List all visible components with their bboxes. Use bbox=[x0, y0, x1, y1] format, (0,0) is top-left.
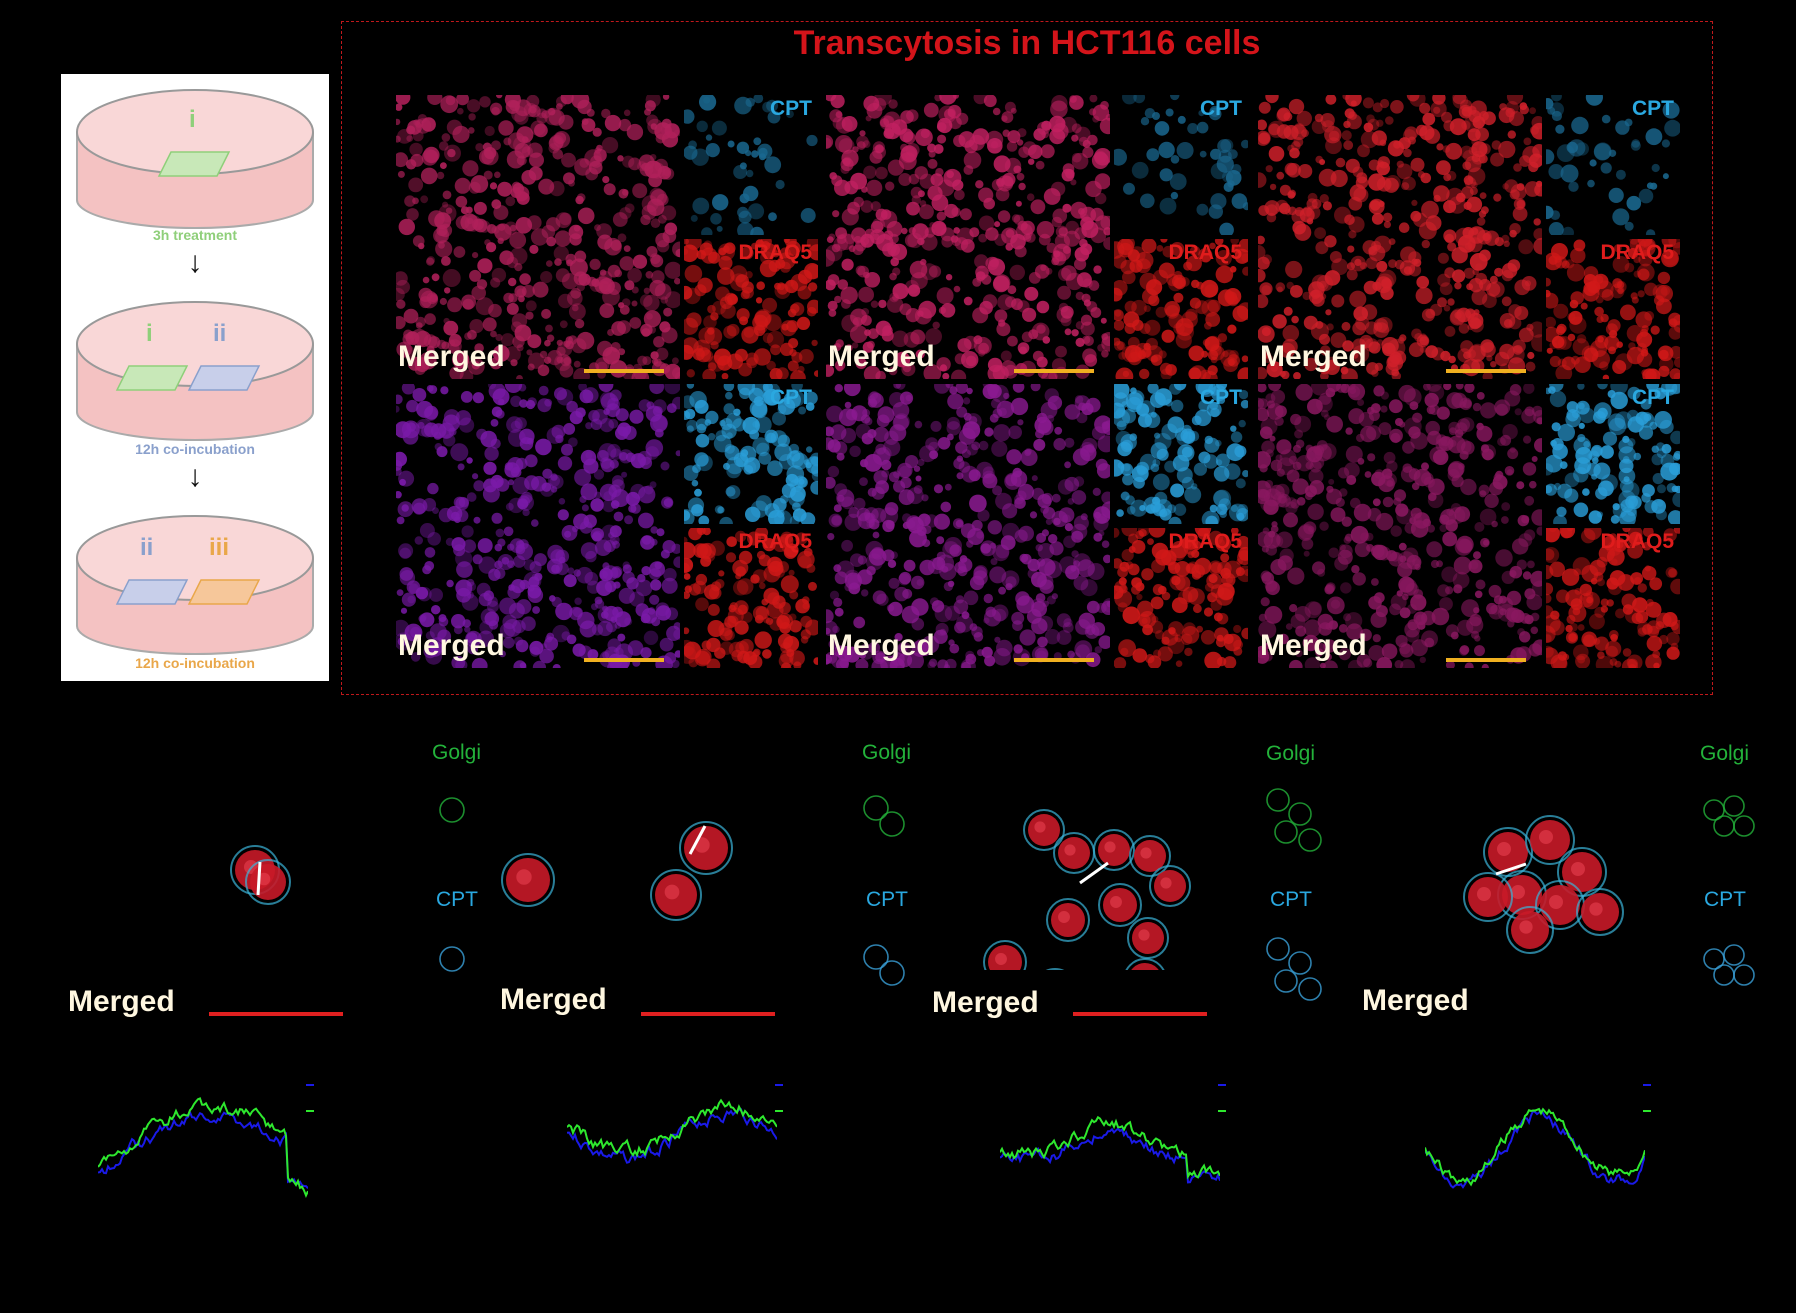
merged-label: Merged bbox=[398, 340, 505, 373]
legend-swatch-golgi bbox=[1218, 1110, 1226, 1112]
merged-micrograph bbox=[396, 95, 680, 379]
draq5-channel-image: DRAQ5 bbox=[1114, 239, 1248, 379]
draq5-label: DRAQ5 bbox=[738, 241, 812, 264]
scale-bar bbox=[1446, 658, 1526, 662]
legend-swatch-golgi bbox=[1643, 1110, 1651, 1112]
merged-label: Merged bbox=[828, 340, 935, 373]
dish3-mark-ii: ii bbox=[140, 534, 154, 561]
legend-swatch-golgi bbox=[306, 1110, 314, 1112]
cpt-label: CPT bbox=[1632, 386, 1674, 409]
step3-caption: 12h co-incubation bbox=[135, 655, 255, 671]
cpt-channel-image: CPT bbox=[1546, 384, 1680, 524]
workflow-schematic: i 3h treatment ↓ i ii 12h co-incubation … bbox=[61, 74, 329, 681]
scale-bar bbox=[641, 1012, 775, 1016]
cpt-channel-image: CPT bbox=[1114, 95, 1248, 235]
merged-label: Merged bbox=[500, 983, 607, 1016]
merged-micrograph bbox=[396, 384, 680, 668]
draq5-label: DRAQ5 bbox=[1168, 241, 1242, 264]
intensity-profile-plot bbox=[567, 1080, 777, 1240]
cpt-label: CPT bbox=[1270, 888, 1312, 911]
draq5-label: DRAQ5 bbox=[1600, 241, 1674, 264]
confocal-merged-image bbox=[1360, 740, 1650, 970]
draq5-channel-image: DRAQ5 bbox=[684, 528, 818, 668]
intensity-profile-plot bbox=[1425, 1080, 1645, 1240]
merged-micrograph bbox=[826, 95, 1110, 379]
draq5-channel-image: DRAQ5 bbox=[1114, 528, 1248, 668]
golgi-channel-image bbox=[846, 770, 966, 870]
scale-bar bbox=[584, 658, 664, 662]
merged-label: Merged bbox=[932, 986, 1039, 1019]
golgi-channel-image bbox=[416, 770, 536, 870]
cpt-label: CPT bbox=[770, 97, 812, 120]
transcytosis-frame bbox=[341, 21, 1713, 695]
culture-dish-1 bbox=[76, 89, 314, 229]
merged-label: Merged bbox=[398, 629, 505, 662]
intensity-profile-plot bbox=[98, 1080, 308, 1240]
cpt-channel-image bbox=[1684, 915, 1796, 1015]
cpt-channel-image bbox=[1250, 915, 1370, 1015]
legend-swatch-cpt bbox=[1218, 1084, 1226, 1086]
draq5-channel-image: DRAQ5 bbox=[1546, 528, 1680, 668]
dish3-mark-iii: iii bbox=[209, 534, 230, 561]
golgi-label: Golgi bbox=[1266, 742, 1316, 765]
culture-dish-2 bbox=[76, 301, 314, 441]
dish2-mark-ii: ii bbox=[213, 320, 227, 347]
dish1-mark-i: i bbox=[189, 106, 196, 133]
culture-dish-3 bbox=[76, 515, 314, 655]
merged-micrograph bbox=[826, 384, 1110, 668]
golgi-channel-image bbox=[1684, 770, 1796, 870]
legend-swatch-cpt bbox=[775, 1084, 783, 1086]
scale-bar bbox=[209, 1012, 343, 1016]
merged-micrograph bbox=[1258, 95, 1542, 379]
draq5-label: DRAQ5 bbox=[1600, 530, 1674, 553]
cpt-channel-image: CPT bbox=[684, 95, 818, 235]
cpt-channel-image: CPT bbox=[684, 384, 818, 524]
merged-label: Merged bbox=[1260, 340, 1367, 373]
cpt-channel-image: CPT bbox=[1546, 95, 1680, 235]
confocal-merged-image bbox=[66, 740, 356, 970]
draq5-label: DRAQ5 bbox=[1168, 530, 1242, 553]
cpt-label: CPT bbox=[1704, 888, 1746, 911]
golgi-label: Golgi bbox=[432, 741, 482, 764]
cpt-channel-image: CPT bbox=[1114, 384, 1248, 524]
legend-swatch-cpt bbox=[306, 1084, 314, 1086]
golgi-label: Golgi bbox=[1700, 742, 1750, 765]
legend-swatch-cpt bbox=[1643, 1084, 1651, 1086]
golgi-label: Golgi bbox=[862, 741, 912, 764]
intensity-profile-plot bbox=[1000, 1080, 1220, 1240]
step1-caption: 3h treatment bbox=[152, 227, 238, 243]
scale-bar bbox=[1073, 1012, 1207, 1016]
merged-label: Merged bbox=[1362, 984, 1469, 1017]
cpt-label: CPT bbox=[436, 888, 478, 911]
cpt-label: CPT bbox=[1200, 386, 1242, 409]
draq5-label: DRAQ5 bbox=[738, 530, 812, 553]
down-arrow-icon: ↓ bbox=[187, 246, 203, 279]
dish2-mark-i: i bbox=[146, 320, 153, 347]
figure-title: Transcytosis in HCT116 cells bbox=[793, 24, 1261, 62]
cpt-label: CPT bbox=[1632, 97, 1674, 120]
cpt-label: CPT bbox=[1200, 97, 1242, 120]
merged-label: Merged bbox=[1260, 629, 1367, 662]
confocal-merged-image bbox=[930, 740, 1220, 970]
down-arrow-icon: ↓ bbox=[187, 460, 203, 493]
merged-micrograph bbox=[1258, 384, 1542, 668]
merged-label: Merged bbox=[828, 629, 935, 662]
scale-bar bbox=[1446, 369, 1526, 373]
draq5-channel-image: DRAQ5 bbox=[1546, 239, 1680, 379]
scale-bar bbox=[1014, 658, 1094, 662]
scale-bar bbox=[584, 369, 664, 373]
cpt-label: CPT bbox=[770, 386, 812, 409]
golgi-channel-image bbox=[1250, 770, 1370, 870]
step2-caption: 12h co-incubation bbox=[135, 441, 255, 457]
draq5-channel-image: DRAQ5 bbox=[684, 239, 818, 379]
merged-label: Merged bbox=[68, 985, 175, 1018]
cpt-channel-image bbox=[416, 915, 536, 1015]
confocal-merged-image bbox=[498, 740, 788, 970]
cpt-label: CPT bbox=[866, 888, 908, 911]
scale-bar bbox=[1014, 369, 1094, 373]
cpt-channel-image bbox=[846, 915, 966, 1015]
legend-swatch-golgi bbox=[775, 1110, 783, 1112]
